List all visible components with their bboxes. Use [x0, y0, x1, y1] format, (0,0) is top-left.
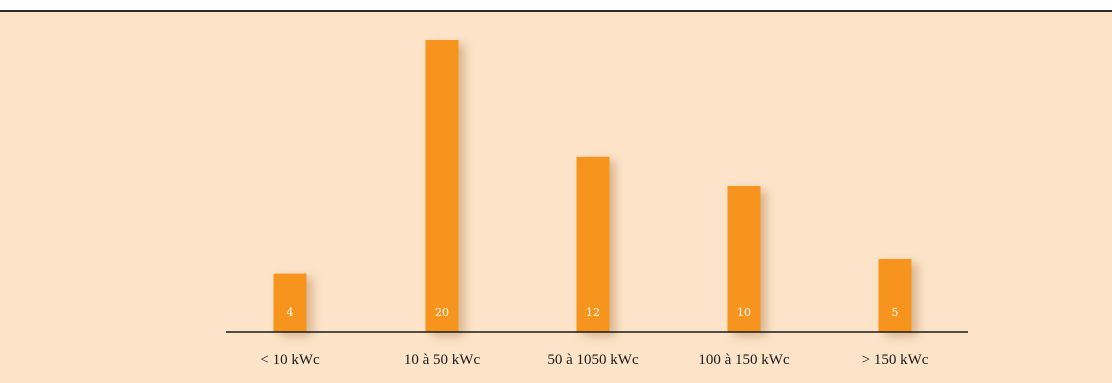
bar	[273, 273, 307, 332]
x-tick-label: 50 à 1050 kWc	[547, 352, 639, 368]
bar-value-label: 20	[435, 306, 449, 319]
bar	[727, 186, 761, 332]
bar-value-label: 10	[737, 306, 751, 319]
bar	[425, 40, 459, 332]
bar	[576, 156, 610, 332]
bar-layer: 4 20 12 10 5	[273, 40, 912, 332]
x-tick-label: < 10 kWc	[260, 352, 320, 368]
x-tick-label: 100 à 150 kWc	[698, 352, 790, 368]
bar	[878, 259, 912, 332]
tick-label-layer: < 10 kWc 10 à 50 kWc 50 à 1050 kWc 100 à 15…	[260, 352, 928, 368]
bar-value-label: 4	[287, 306, 294, 319]
x-tick-label: 10 à 50 kWc	[404, 352, 481, 368]
chart-panel: 4 20 12 10 5 < 10 kWc 10 à 50 kWc 50 à 1050 kW…	[0, 12, 1112, 383]
bar-value-label: 5	[892, 306, 899, 319]
bar-chart: 4 20 12 10 5 < 10 kWc 10 à 50 kWc 50 à 1050 kW…	[226, 40, 968, 368]
figure-caption-strip	[0, 0, 1112, 10]
x-tick-label: > 150 kWc	[862, 352, 929, 368]
caption-rule	[0, 10, 1112, 12]
bar-value-label: 12	[586, 306, 600, 319]
